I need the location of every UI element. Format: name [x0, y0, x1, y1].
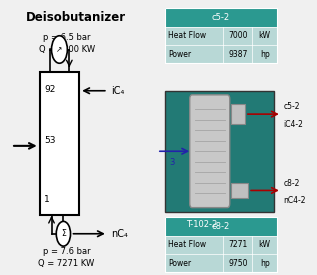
Bar: [165, 217, 277, 236]
Text: nC4-2: nC4-2: [283, 196, 306, 205]
Text: ↗: ↗: [56, 45, 63, 54]
Text: Power: Power: [168, 50, 191, 59]
Text: 3: 3: [170, 158, 175, 167]
Bar: [230, 183, 248, 198]
Bar: [165, 217, 277, 272]
Text: hp: hp: [260, 50, 269, 59]
Text: Deisobutanizer: Deisobutanizer: [26, 11, 126, 24]
Text: 9750: 9750: [228, 258, 248, 268]
Text: Power: Power: [168, 258, 191, 268]
Bar: [165, 45, 277, 63]
Bar: [165, 236, 277, 254]
Bar: [165, 91, 274, 212]
Bar: [230, 104, 245, 124]
Bar: [165, 27, 277, 45]
Text: Σ: Σ: [61, 229, 66, 238]
Text: c5-2: c5-2: [283, 102, 300, 111]
Text: kW: kW: [259, 31, 271, 40]
Bar: [40, 72, 79, 214]
Text: 1: 1: [44, 194, 50, 204]
Text: kW: kW: [259, 240, 271, 249]
Bar: [165, 254, 277, 272]
Text: hp: hp: [260, 258, 269, 268]
Text: 92: 92: [44, 85, 56, 94]
Text: 9387: 9387: [228, 50, 248, 59]
Text: iC4-2: iC4-2: [283, 120, 303, 129]
FancyBboxPatch shape: [190, 95, 230, 208]
Circle shape: [51, 36, 67, 63]
Bar: [165, 8, 277, 27]
Text: T-102-2: T-102-2: [186, 220, 217, 229]
Text: nC₄: nC₄: [111, 229, 128, 239]
Circle shape: [56, 221, 70, 246]
Text: c8-2: c8-2: [283, 179, 300, 188]
Text: c8-2: c8-2: [212, 222, 230, 231]
Text: Heat Flow: Heat Flow: [168, 31, 206, 40]
Text: c5-2: c5-2: [212, 13, 230, 22]
Text: 7000: 7000: [228, 31, 248, 40]
Text: Heat Flow: Heat Flow: [168, 240, 206, 249]
Text: 53: 53: [44, 136, 56, 145]
Text: p = 7.6 bar
Q = 7271 KW: p = 7.6 bar Q = 7271 KW: [38, 248, 95, 268]
Text: p = 6.5 bar
Q = 7000 KW: p = 6.5 bar Q = 7000 KW: [38, 33, 95, 54]
Bar: [165, 8, 277, 63]
Text: 7271: 7271: [228, 240, 247, 249]
Text: iC₄: iC₄: [111, 86, 124, 96]
